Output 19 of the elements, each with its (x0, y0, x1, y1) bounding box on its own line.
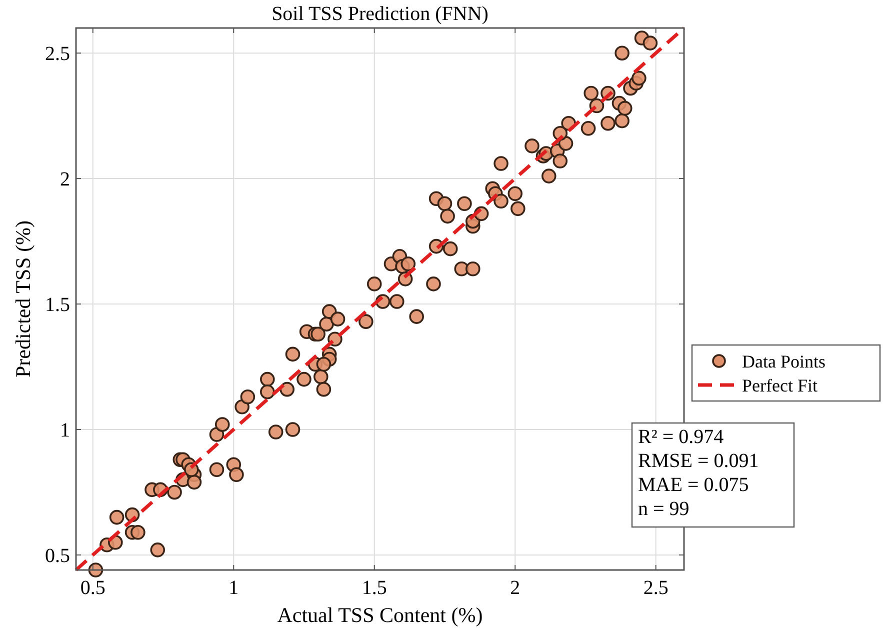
annotation: R² = 0.974 (638, 426, 724, 448)
x-tick-label: 1 (228, 577, 239, 599)
legend-label: Data Points (742, 351, 826, 372)
annotation: n = 99 (638, 498, 690, 520)
y-tick-label: 1.5 (45, 294, 70, 316)
y-axis-title: Predicted TSS (%) (11, 220, 35, 378)
x-axis-title: Actual TSS Content (%) (277, 603, 483, 627)
y-tick-label: 0.5 (45, 544, 70, 567)
legend-label: Perfect Fit (742, 375, 818, 396)
x-tick-label: 0.5 (80, 577, 106, 599)
x-tick-label: 2.5 (643, 577, 668, 599)
x-tick-label: 1.5 (362, 577, 387, 599)
chart-title: Soil TSS Prediction (FNN) (272, 3, 488, 25)
y-tick-label: 1 (60, 419, 70, 442)
y-tick-label: 2.5 (45, 43, 70, 66)
annotation: RMSE = 0.091 (638, 450, 759, 472)
annotation: MAE = 0.075 (638, 474, 749, 496)
y-tick-label: 2 (60, 168, 70, 191)
x-tick-label: 2 (510, 577, 520, 599)
